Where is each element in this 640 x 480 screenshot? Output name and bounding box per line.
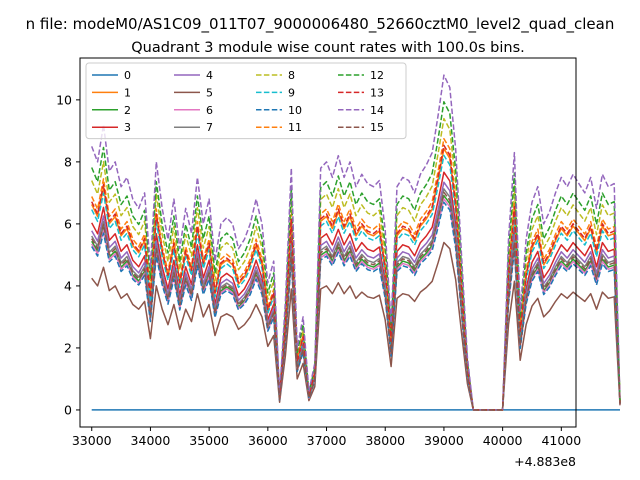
legend-label-5: 5 bbox=[206, 86, 213, 99]
series-line-9 bbox=[91, 154, 621, 411]
x-tick-label: 36000 bbox=[248, 433, 288, 448]
figure-suptitle: n file: modeM0/AS1C09_011T07_9000006480_… bbox=[26, 15, 615, 34]
series-line-11 bbox=[91, 137, 621, 411]
chart-title: Quadrant 3 module wise count rates with … bbox=[131, 40, 525, 56]
legend-label-13: 13 bbox=[370, 86, 384, 99]
legend-label-1: 1 bbox=[124, 86, 131, 99]
legend-label-6: 6 bbox=[206, 104, 213, 117]
legend-label-9: 9 bbox=[288, 86, 295, 99]
y-tick-label: 0 bbox=[64, 402, 72, 417]
x-tick-label: 37000 bbox=[307, 433, 347, 448]
series-line-13 bbox=[91, 144, 621, 411]
legend-frame bbox=[85, 62, 407, 140]
series-line-12 bbox=[91, 101, 621, 411]
y-axis: 0 2 4 6 8 10 bbox=[56, 92, 80, 417]
x-tick-label: 33000 bbox=[72, 433, 112, 448]
legend-label-8: 8 bbox=[288, 69, 295, 82]
legend-label-11: 11 bbox=[288, 121, 302, 134]
x-offset-label: +4.883e8 bbox=[514, 454, 576, 469]
y-tick-label: 6 bbox=[64, 216, 72, 231]
series-line-10 bbox=[91, 201, 621, 411]
series-layer bbox=[90, 74, 621, 411]
legend-label-0: 0 bbox=[124, 69, 131, 82]
plot-frame bbox=[79, 57, 577, 428]
x-axis: 33000 34000 35000 36000 37000 38000 39000 40000… bbox=[72, 427, 581, 448]
legend-label-3: 3 bbox=[124, 121, 131, 134]
series-line-8 bbox=[91, 117, 621, 411]
series-line-14 bbox=[90, 74, 621, 411]
x-tick-label: 41000 bbox=[541, 433, 581, 448]
legend-label-10: 10 bbox=[288, 104, 302, 117]
x-tick-label: 35000 bbox=[189, 433, 229, 448]
y-tick-label: 4 bbox=[64, 278, 72, 293]
y-tick-label: 10 bbox=[56, 92, 72, 107]
legend-label-7: 7 bbox=[206, 121, 213, 134]
series-line-15 bbox=[91, 191, 621, 411]
legend-label-15: 15 bbox=[370, 121, 384, 134]
x-tick-label: 38000 bbox=[365, 433, 405, 448]
y-tick-label: 8 bbox=[64, 154, 72, 169]
y-tick-label: 2 bbox=[64, 340, 72, 355]
x-tick-label: 39000 bbox=[424, 433, 464, 448]
legend-label-2: 2 bbox=[124, 104, 131, 117]
x-tick-label: 40000 bbox=[483, 433, 523, 448]
legend-label-14: 14 bbox=[370, 104, 384, 117]
series-line-3 bbox=[91, 171, 621, 411]
legend-label-12: 12 bbox=[370, 69, 384, 82]
x-tick-label: 34000 bbox=[131, 433, 171, 448]
legend-label-4: 4 bbox=[206, 69, 213, 82]
series-line-5 bbox=[91, 241, 621, 411]
